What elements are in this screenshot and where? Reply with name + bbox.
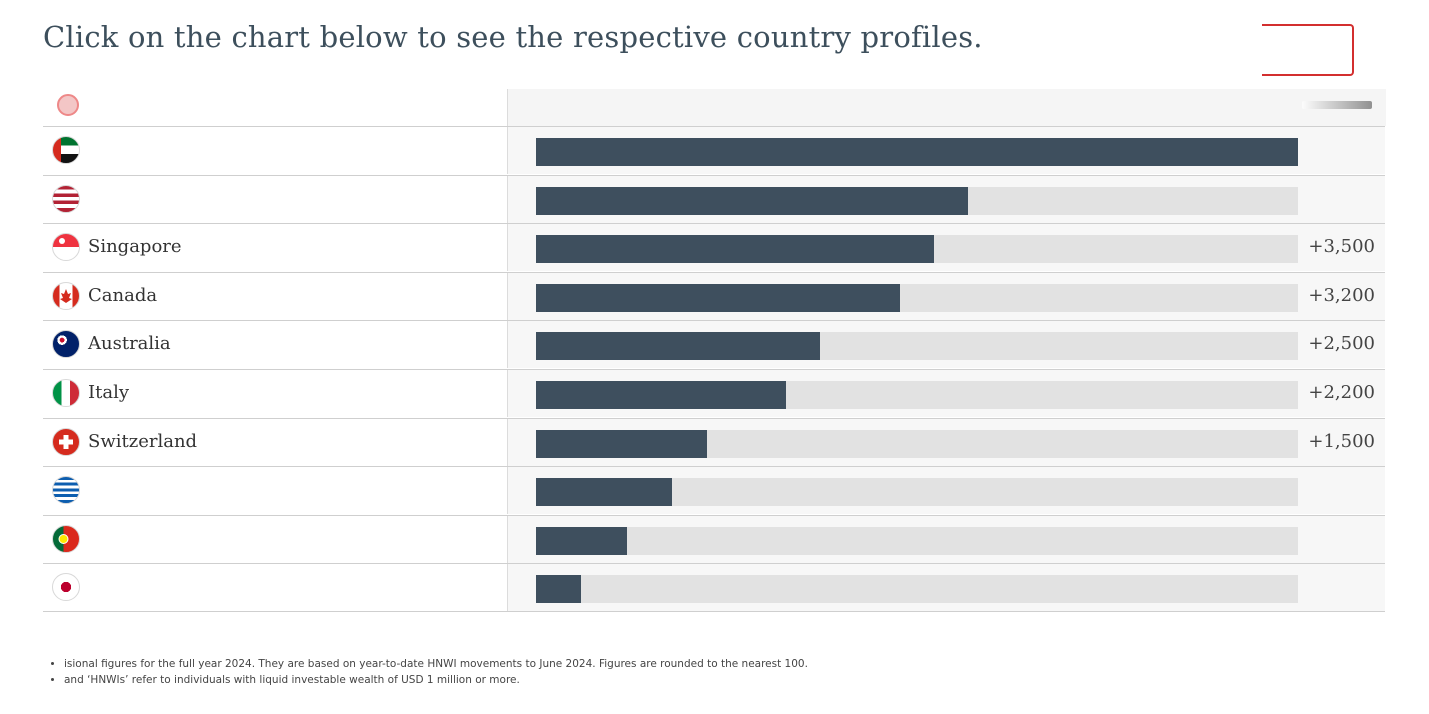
chart-row[interactable]: Switzerland +1,500: [43, 417, 1385, 466]
japan-flag-icon: [52, 573, 80, 602]
chart-row[interactable]: [43, 126, 1385, 174]
row-bar-cell: [507, 175, 1385, 223]
value-label: +2,500: [1308, 333, 1375, 355]
footnotes: isional figures for the full year 2024. …: [48, 656, 808, 688]
value-label: +3,200: [1308, 284, 1375, 306]
highlight-box: [1262, 24, 1354, 76]
country-label: Canada: [88, 284, 158, 306]
row-label-cell: [43, 516, 507, 563]
bar[interactable]: [536, 429, 707, 458]
bar[interactable]: [536, 575, 582, 604]
row-label-cell: [43, 127, 507, 174]
chart-row[interactable]: [43, 174, 1385, 223]
bar[interactable]: [536, 526, 627, 555]
row-bar-cell: [507, 127, 1385, 174]
value-label: +1,500: [1308, 430, 1375, 452]
bar[interactable]: [536, 138, 1298, 166]
chart-row[interactable]: [43, 514, 1385, 563]
bar[interactable]: [536, 478, 673, 507]
chart-row[interactable]: Australia +2,500: [43, 320, 1385, 369]
value-label: +2,200: [1308, 382, 1375, 403]
bar-track: [536, 575, 1298, 604]
page-title: Click on the chart below to see the resp…: [43, 20, 983, 54]
footnote-1: isional figures for the full year 2024. …: [64, 656, 808, 672]
row-label-cell: Australia: [43, 321, 507, 368]
bar-track: [536, 332, 1298, 361]
bar[interactable]: [536, 332, 821, 361]
bar[interactable]: [536, 186, 969, 215]
row-bar-cell: [507, 564, 1385, 612]
greece-flag-icon: [52, 476, 80, 505]
row-bar-cell: [507, 515, 1385, 563]
chart-row[interactable]: Singapore +3,500: [43, 223, 1385, 272]
bar-track: [536, 526, 1298, 555]
bar-track: [536, 283, 1298, 312]
country-label: Australia: [88, 333, 171, 355]
chart-row[interactable]: [43, 466, 1385, 515]
bar-track: [536, 381, 1298, 409]
row-bar-cell: +2,500: [507, 321, 1385, 369]
header-value-label: [1302, 101, 1372, 109]
bar-track: [536, 235, 1298, 264]
uae-flag-icon: [52, 136, 80, 164]
portugal-flag-icon: [52, 524, 80, 553]
row-label-cell: Canada: [43, 273, 507, 320]
footnote-2: and ‘HNWIs’ refer to individuals with li…: [64, 672, 808, 688]
switzerland-flag-icon: [52, 427, 80, 456]
bar[interactable]: [536, 381, 787, 409]
bar[interactable]: [536, 283, 900, 312]
value-label: +3,500: [1308, 236, 1375, 258]
row-bar-cell: +2,200: [507, 370, 1385, 417]
chart-row[interactable]: Italy +2,200: [43, 369, 1385, 417]
chart-header: [43, 89, 1386, 126]
row-label-cell: [43, 467, 507, 514]
country-label: Italy: [88, 382, 130, 403]
row-label-cell: Singapore: [43, 224, 507, 271]
country-bar-chart[interactable]: Singapore +3,500 Canada +3,200 Australia +2,5…: [43, 89, 1386, 613]
bar-track: [536, 186, 1298, 215]
bar-track: [536, 138, 1298, 166]
usa-flag-icon: [52, 184, 80, 213]
canada-flag-icon: [52, 281, 80, 310]
australia-flag-icon: [52, 330, 80, 359]
chart-row[interactable]: [43, 563, 1385, 613]
row-bar-cell: +1,500: [507, 418, 1385, 466]
singapore-flag-icon: [52, 233, 80, 262]
row-bar-cell: [507, 467, 1385, 515]
row-bar-cell: +3,200: [507, 272, 1385, 320]
row-bar-cell: +3,500: [507, 224, 1385, 272]
bar-track: [536, 429, 1298, 458]
bar-track: [536, 478, 1298, 507]
row-label-cell: [43, 564, 507, 611]
header-icon: [57, 94, 79, 116]
chart-header-left: [43, 89, 507, 126]
country-label: Switzerland: [88, 430, 198, 452]
country-label: Singapore: [88, 236, 182, 258]
bar[interactable]: [536, 235, 935, 264]
row-label-cell: Italy: [43, 370, 507, 417]
italy-flag-icon: [52, 379, 80, 407]
chart-row[interactable]: Canada +3,200: [43, 271, 1385, 320]
chart-header-right: [507, 89, 1386, 126]
row-label-cell: Switzerland: [43, 419, 507, 466]
row-label-cell: [43, 176, 507, 223]
